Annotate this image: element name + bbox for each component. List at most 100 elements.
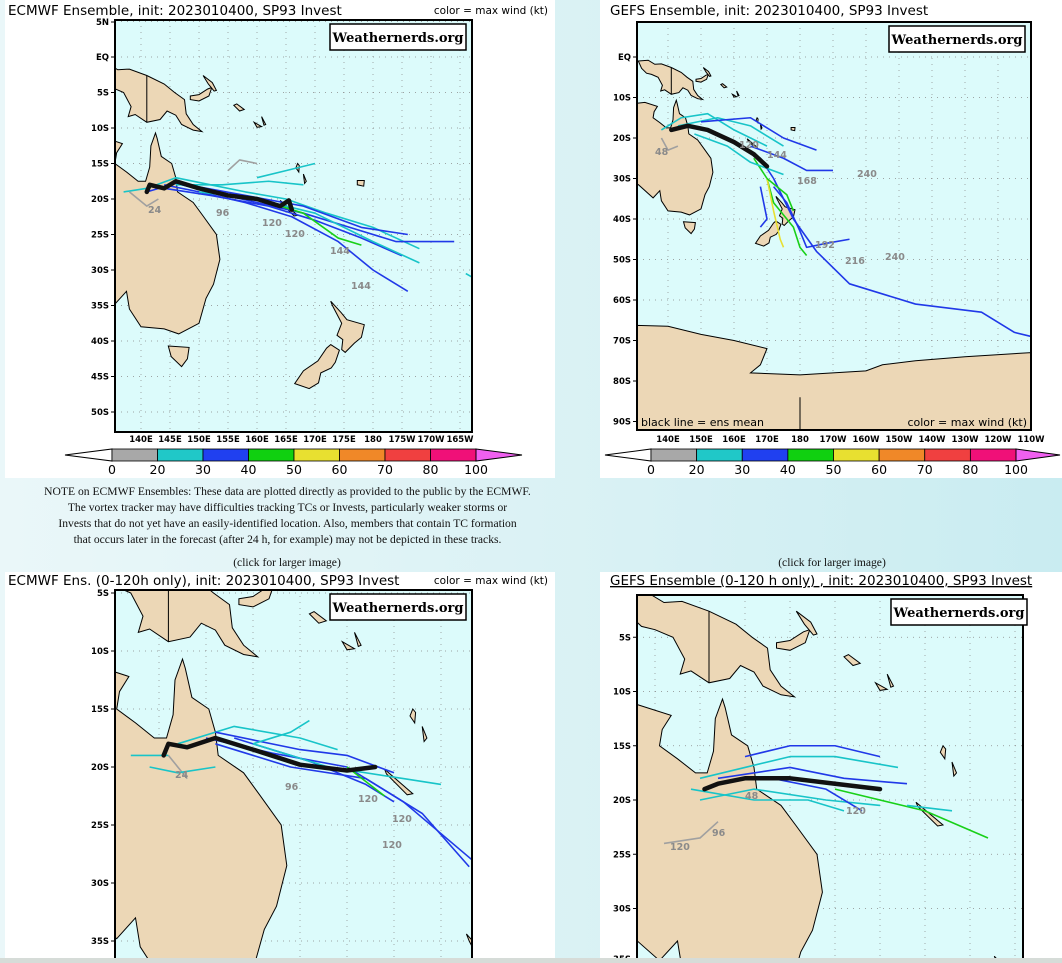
colorbar-tick-label: 40: [780, 462, 796, 477]
weathernerds-logo: Weathernerds.org: [332, 601, 464, 616]
colorbar-over-arrow: [1015, 448, 1061, 462]
weathernerds-logo-box: [329, 593, 467, 621]
ensemble-member-track-blue: [750, 145, 833, 172]
ensemble-member-track-blue: [700, 116, 817, 151]
land-solomon2: [252, 120, 264, 128]
ensemble-member-track-blue: [215, 731, 395, 774]
latitude-tick-label: 20S: [91, 195, 109, 205]
forecast-hour-label: 168: [797, 176, 817, 187]
colorbar-segment: [202, 448, 249, 462]
ensemble-member-track-blue: [744, 744, 881, 758]
land-solomon2: [874, 681, 889, 691]
ensemble-member-track-cyan: [690, 788, 845, 812]
latitude-tick-label: 35S: [91, 302, 109, 312]
ensemble-member-track-cyan: [906, 804, 953, 812]
map-title: ECMWF Ensemble, init: 2023010400, SP93 I…: [8, 3, 342, 19]
longitude-tick-label: 170W: [417, 435, 445, 445]
land-nzNorth: [330, 300, 365, 354]
colorbar-over-arrow: [475, 448, 523, 462]
colorbar-tick-label: 80: [962, 462, 978, 477]
ensemble-member-track-cyan: [465, 272, 473, 278]
latitude-tick-label: 10S: [91, 647, 109, 657]
land-newireland: [795, 610, 818, 636]
colorbar-tick-label: 20: [150, 462, 166, 477]
longitude-tick-label: 140E: [129, 435, 153, 445]
ensemble-member-track-green: [834, 788, 989, 839]
forecast-hour-label: 144: [767, 150, 787, 161]
land-solomon3: [261, 116, 267, 126]
colorbar-tick-label: 100: [464, 462, 488, 477]
ensemble-member-track-gray: [227, 159, 258, 172]
ensemble-mean-legend: black line = ens mean: [641, 416, 764, 429]
land-fiji: [790, 127, 796, 132]
colorbar-tick-label: 80: [423, 462, 439, 477]
weathernerds-logo: Weathernerds.org: [893, 606, 1025, 621]
longitude-tick-label: 120W: [984, 435, 1012, 445]
forecast-hour-label: 48: [655, 147, 669, 158]
land-newbritain: [238, 589, 273, 608]
latitude-tick-label: 35S: [91, 937, 109, 947]
weathernerds-logo-box: [888, 25, 1026, 53]
forecast-hour-label: 48: [745, 791, 759, 802]
ensemble-member-track-gray: [167, 754, 188, 780]
longitude-tick-label: 110W: [1017, 435, 1045, 445]
ensemble-member-track-gray: [660, 137, 679, 151]
latitude-tick-label: 15S: [91, 160, 109, 170]
horizontal-scrollbar[interactable]: [0, 958, 1062, 963]
latitude-tick-label: 30S: [91, 266, 109, 276]
latitude-tick-label: EQ: [618, 53, 631, 63]
colorbar-segment: [924, 448, 971, 462]
map-panel-ecmwf-120h[interactable]: ECMWF Ens. (0-120h only), init: 20230104…: [8, 573, 548, 963]
forecast-hour-label: 120: [670, 842, 690, 853]
latitude-tick-label: 50S: [613, 256, 631, 266]
map-panel-gefs[interactable]: GEFS Ensemble, init: 2023010400, SP93 In…: [604, 3, 1061, 477]
map-panel-ecmwf[interactable]: ECMWF Ensemble, init: 2023010400, SP93 I…: [8, 3, 548, 477]
land-png: [114, 67, 204, 133]
ensemble-member-track-cyan: [677, 116, 784, 147]
click-for-larger-image-link-left[interactable]: (click for larger image): [233, 556, 341, 569]
colorbar-under-arrow: [64, 448, 113, 462]
latitude-tick-label: EQ: [96, 53, 109, 63]
map-title: GEFS Ensemble (0-120 h only) , init: 202…: [610, 573, 1032, 589]
latitude-tick-label: 25S: [91, 231, 109, 241]
latitude-tick-label: 60S: [613, 296, 631, 306]
colorbar-tick-label: 100: [1004, 462, 1028, 477]
ecmwf-ensemble-note: NOTE on ECMWF Ensembles: These data are …: [20, 484, 555, 548]
note-line: that occurs later in the forecast (after…: [73, 533, 502, 546]
longitude-tick-label: 170E: [755, 435, 779, 445]
colorbar-segment: [430, 448, 477, 462]
map-panel-gefs-120h[interactable]: GEFS Ensemble (0-120 h only) , init: 202…: [610, 573, 1032, 963]
latitude-tick-label: 80S: [613, 377, 631, 387]
land-png: [637, 59, 705, 101]
click-for-larger-image-link-right[interactable]: (click for larger image): [778, 556, 886, 569]
forecast-hour-label: 96: [216, 208, 230, 219]
ensemble-member-track-cyan: [149, 766, 216, 774]
land-antarctica: [636, 324, 1032, 431]
map-title: ECMWF Ens. (0-120h only), init: 20230104…: [8, 573, 399, 589]
longitude-tick-label: 140W: [918, 435, 946, 445]
longitude-tick-label: 175E: [332, 435, 356, 445]
longitude-tick-label: 165E: [274, 435, 298, 445]
land-newireland: [202, 75, 218, 92]
latitude-tick-label: 10S: [613, 688, 631, 698]
land-solomon2: [340, 640, 357, 651]
ensemble-member-track-cyan: [177, 725, 338, 751]
colorbar-segment: [969, 448, 1017, 462]
land-vanuatu2: [951, 761, 958, 778]
land-vanuatu2: [759, 123, 763, 131]
map-frame: [114, 589, 473, 963]
land-nzSouth: [293, 343, 340, 390]
longitude-tick-label: 155E: [216, 435, 240, 445]
ensemble-mean-track: [161, 735, 378, 773]
colorbar-under-arrow: [604, 448, 652, 462]
color-legend-label: color = max wind (kt): [907, 416, 1027, 429]
land-newbritain: [695, 73, 710, 83]
colorbar-segment: [248, 448, 295, 462]
ensemble-member-track-cyan: [252, 743, 442, 786]
land-solomon3: [886, 673, 895, 688]
forecast-hour-label: 120: [382, 840, 402, 851]
map-title: GEFS Ensemble, init: 2023010400, SP93 In…: [610, 3, 928, 19]
latitude-tick-label: 30S: [91, 879, 109, 889]
longitude-tick-label: 130W: [951, 435, 979, 445]
